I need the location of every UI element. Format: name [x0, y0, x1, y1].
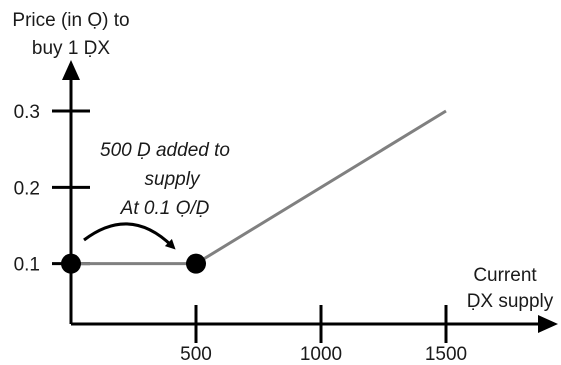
x-axis-label-line-2: ḌX supply: [467, 291, 554, 312]
y-tick-label-0.3: 0.3: [14, 102, 40, 123]
y-axis-arrow-icon: [62, 60, 80, 80]
data-point-2: [186, 253, 206, 274]
x-tick-label-1000: 1000: [300, 344, 342, 365]
data-point-1: [61, 253, 81, 274]
x-ticks: 500 1000 1500: [180, 305, 467, 365]
data-points: [61, 253, 206, 274]
y-axis-label-line-2: buy 1 ḌX: [32, 38, 110, 59]
x-tick-label-500: 500: [180, 344, 212, 365]
y-axis-label-line-1: Price (in Ọ) to: [12, 10, 129, 31]
x-axis-arrow-icon: [538, 315, 558, 333]
annotation-line-1: 500 Ḍ added to: [100, 140, 230, 161]
annotation-arrow-icon: [83, 222, 176, 250]
y-ticks: 0.1 0.2 0.3: [14, 102, 90, 276]
x-tick-label-1500: 1500: [425, 344, 467, 365]
annotation: 500 Ḍ added to supply At 0.1 Ọ/Ḍ: [83, 140, 230, 250]
series-line: [71, 109, 447, 266]
annotation-line-2: supply: [145, 169, 201, 190]
y-tick-label-0.1: 0.1: [14, 255, 40, 276]
y-tick-label-0.2: 0.2: [14, 178, 40, 199]
axes: [62, 60, 558, 333]
x-axis-label-line-1: Current: [473, 265, 537, 286]
annotation-line-3: At 0.1 Ọ/Ḍ: [120, 198, 210, 219]
